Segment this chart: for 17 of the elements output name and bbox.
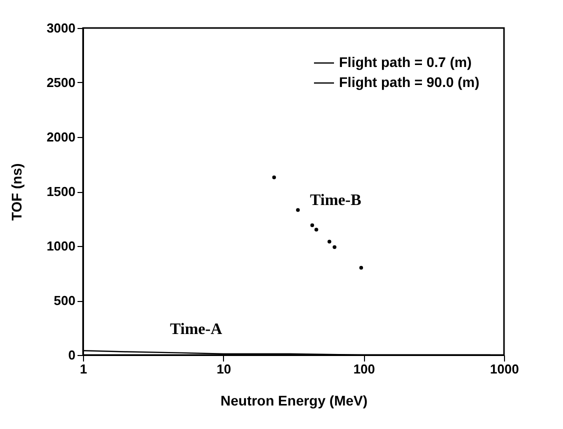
y-tick-label: 0 — [68, 348, 76, 362]
legend-label: Flight path = 90.0 (m) — [339, 74, 480, 90]
y-tick-label: 1500 — [46, 184, 76, 199]
x-tick-label: 1 — [80, 362, 88, 376]
y-tick-label: 2000 — [46, 130, 76, 144]
y-tick-label: 2500 — [46, 75, 76, 90]
x-axis-title: Neutron Energy (MeV) — [220, 392, 368, 408]
y-tick-label: 3000 — [46, 20, 76, 36]
x-tick-label: 100 — [353, 362, 376, 376]
x-tick-label: 1000 — [490, 362, 519, 376]
y-tick-label: 500 — [54, 293, 76, 308]
annotation: Time-B — [310, 192, 362, 209]
annotation: Time-A — [170, 321, 223, 338]
y-tick-label: 1000 — [46, 238, 76, 254]
y-axis-title: TOF (ns) — [8, 163, 25, 221]
legend-label: Flight path = 0.7 (m) — [339, 54, 472, 70]
x-tick-label: 10 — [216, 362, 232, 376]
